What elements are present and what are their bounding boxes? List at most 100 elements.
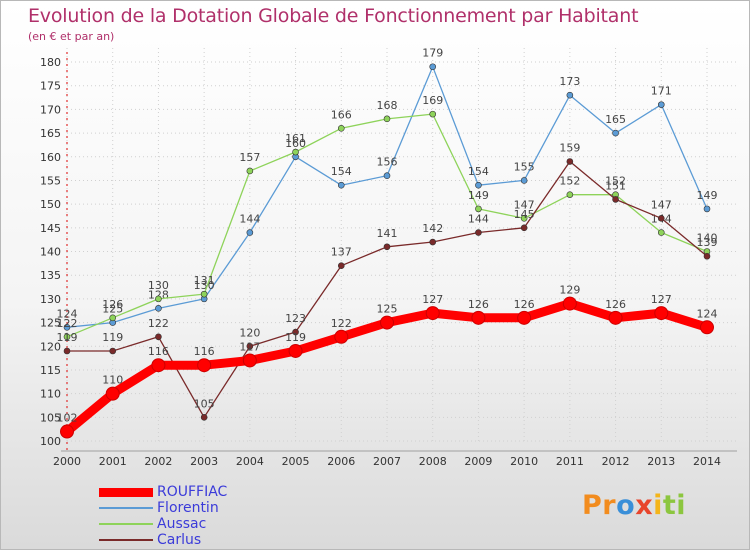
y-tick-label: 135 (40, 269, 61, 282)
legend-label: Florentin (157, 500, 219, 516)
data-label-aussac: 149 (468, 189, 489, 202)
y-tick-label: 140 (40, 246, 61, 259)
data-point-florentin (63, 323, 71, 331)
data-point-aussac (109, 314, 117, 322)
data-label-aussac: 126 (102, 298, 123, 311)
data-label-aussac: 169 (422, 94, 443, 107)
data-point-florentin (475, 181, 482, 189)
data-point-rouffiac (654, 306, 669, 321)
data-label-carlus: 159 (559, 141, 580, 154)
data-label-rouffiac: 102 (57, 412, 78, 425)
data-point-rouffiac (60, 424, 74, 439)
y-tick-label: 115 (40, 364, 61, 377)
y-tick-label: 170 (40, 103, 61, 116)
data-point-aussac (200, 290, 208, 298)
x-tick-label: 2014 (693, 455, 721, 468)
data-point-carlus (155, 333, 162, 341)
chart-title: Evolution de la Dotation Globale de Fonc… (28, 5, 639, 27)
data-point-florentin (612, 129, 619, 137)
data-label-aussac: 147 (514, 198, 535, 211)
x-tick-label: 2012 (602, 455, 630, 468)
x-tick-label: 2008 (419, 455, 447, 468)
data-point-carlus (657, 215, 665, 222)
data-label-carlus: 119 (57, 331, 78, 344)
data-label-carlus: 123 (285, 312, 306, 325)
y-tick-label: 175 (40, 80, 61, 93)
x-tick-label: 2010 (510, 455, 538, 468)
data-point-carlus (429, 238, 437, 246)
data-label-carlus: 137 (331, 246, 352, 259)
data-point-carlus (566, 158, 574, 165)
data-point-rouffiac (288, 343, 303, 358)
data-point-aussac (246, 167, 254, 175)
legend-label: ROUFFIAC (157, 484, 228, 500)
data-label-florentin: 165 (605, 113, 626, 126)
legend-item: Carlus (99, 532, 227, 548)
data-label-rouffiac: 125 (377, 303, 398, 316)
data-point-aussac (337, 125, 345, 132)
data-point-carlus (63, 347, 71, 355)
data-label-aussac: 122 (57, 317, 78, 330)
data-label-rouffiac: 116 (194, 345, 215, 358)
legend-item: Aussac (99, 516, 227, 532)
data-label-rouffiac: 126 (605, 298, 626, 311)
data-point-aussac (63, 333, 71, 341)
data-label-rouffiac: 119 (285, 331, 306, 344)
data-label-florentin: 124 (57, 307, 78, 320)
y-tick-label: 165 (40, 127, 61, 140)
data-label-carlus: 139 (697, 236, 718, 249)
data-label-florentin: 173 (559, 75, 580, 88)
y-tick-label: 145 (40, 222, 61, 235)
data-point-carlus (475, 229, 482, 236)
data-point-aussac (155, 295, 162, 303)
data-label-florentin: 154 (331, 165, 352, 178)
data-label-aussac: 131 (194, 274, 215, 287)
data-label-rouffiac: 117 (239, 340, 260, 353)
data-label-aussac: 161 (285, 132, 306, 145)
data-label-florentin: 130 (194, 279, 215, 292)
data-label-florentin: 171 (651, 85, 672, 98)
data-label-florentin: 125 (102, 303, 123, 316)
data-point-florentin (383, 172, 391, 179)
data-point-carlus (703, 252, 711, 260)
logo-letter: x (635, 490, 654, 521)
data-label-florentin: 144 (239, 213, 260, 226)
x-tick-label: 2009 (464, 455, 492, 468)
logo-letter: P (582, 490, 603, 521)
data-label-rouffiac: 127 (422, 293, 443, 306)
data-label-rouffiac: 129 (559, 284, 580, 297)
data-label-aussac: 157 (239, 151, 260, 164)
x-tick-label: 2000 (53, 455, 81, 468)
x-tick-label: 2001 (99, 455, 127, 468)
data-point-aussac (475, 205, 482, 213)
data-label-carlus: 119 (102, 331, 123, 344)
legend-item: Florentin (99, 500, 227, 516)
data-label-rouffiac: 127 (651, 293, 672, 306)
legend-swatch (99, 523, 153, 525)
x-tick-label: 2013 (647, 455, 675, 468)
proxiti-logo: Proxiti (582, 490, 686, 521)
data-label-rouffiac: 126 (468, 298, 489, 311)
data-point-rouffiac (105, 386, 120, 401)
data-label-rouffiac: 126 (514, 298, 535, 311)
legend-item: ROUFFIAC (99, 484, 227, 500)
data-point-carlus (292, 328, 299, 336)
data-point-rouffiac (608, 310, 623, 325)
data-point-aussac (566, 191, 574, 198)
data-point-rouffiac (517, 310, 532, 325)
data-point-rouffiac (242, 353, 257, 368)
data-label-carlus: 144 (468, 213, 489, 226)
logo-letter: o (616, 490, 636, 521)
x-tick-label: 2005 (282, 455, 310, 468)
data-label-carlus: 145 (514, 208, 535, 221)
logo-letter: r (602, 490, 617, 521)
y-tick-label: 180 (40, 56, 61, 69)
data-label-carlus: 147 (651, 198, 672, 211)
data-label-aussac: 140 (697, 232, 718, 245)
data-label-aussac: 152 (605, 175, 626, 188)
data-point-florentin (566, 91, 574, 99)
data-label-rouffiac: 122 (331, 317, 352, 330)
y-tick-label: 130 (40, 293, 61, 306)
legend-swatch (99, 539, 153, 541)
